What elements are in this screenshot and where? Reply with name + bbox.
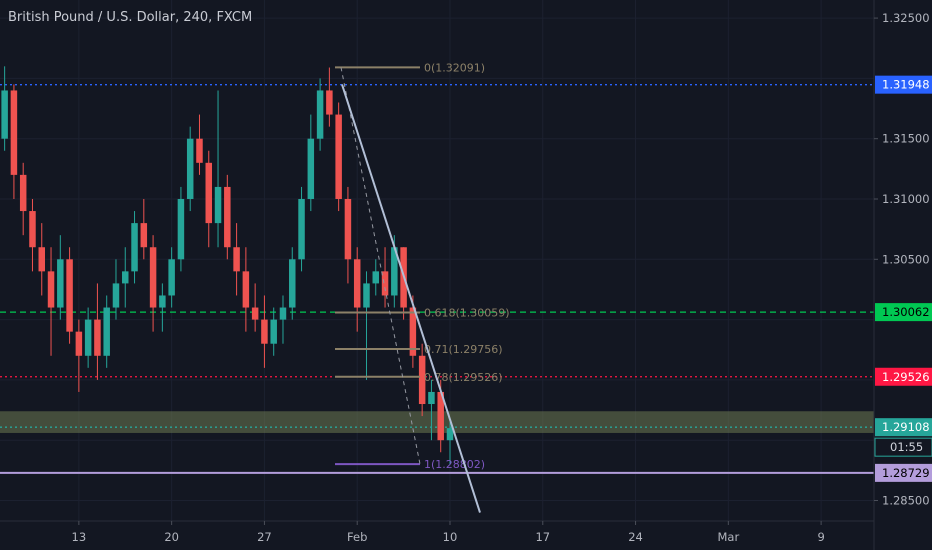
candle-body [251,307,259,320]
green-level-tag-label: 1.30062 [882,305,930,319]
candle-body [122,271,129,284]
candle-body [335,114,342,199]
candle-body [196,138,203,163]
candle-body [57,259,64,308]
candle-body [353,259,361,308]
candle-body [205,162,213,224]
candle-body [75,331,83,356]
candle-body [344,198,352,260]
candle-body [38,247,45,272]
candle-body [149,247,157,308]
candle-body [10,90,18,175]
current-price-tag-label: 1.29108 [882,420,930,434]
price-tags: 1.31948 1.30062 1.29526 1.29108 1.28729 01:55 [874,75,932,482]
candle-body [159,295,166,308]
candle-body [214,186,222,224]
candle-body [1,90,8,139]
candle-body [261,319,268,344]
chart-title: British Pound / U.S. Dollar, 240, FXCM [8,10,253,25]
time-tick-label: Feb [347,530,367,544]
countdown-tag [874,437,932,457]
current-price-tag [875,418,932,437]
candle-body [372,271,380,284]
price-tick-label: 1.32500 [882,11,930,25]
red-level-tag-label: 1.29526 [882,370,930,384]
time-tick-label: 20 [164,530,179,544]
candle-body [19,174,27,212]
candle-body [279,307,287,320]
candle-body [446,428,454,441]
trendline [341,84,481,513]
candle-body [381,271,389,296]
price-tick-label: 1.31500 [882,132,930,146]
price-tick-label: 1.28500 [882,493,930,507]
candle-body [103,307,110,356]
support-zone [0,411,874,433]
time-tick-label: 10 [443,530,458,544]
candle-body [428,391,435,405]
fib-level-label: 0.71(1.29756) [424,343,503,356]
candle-body [409,307,417,356]
candle-body [363,283,370,308]
candle-body [391,247,398,296]
candle-body [437,391,444,441]
candle-body [316,90,324,139]
candle-body [168,259,175,296]
candle-body [233,247,240,272]
zone-layer [0,411,874,433]
candle-body [224,186,231,248]
green-level-tag [875,303,932,322]
candle-body [66,259,73,332]
candle-body [270,319,277,344]
price-tick-label: 1.30500 [882,252,930,266]
candle-body [307,138,315,199]
candle-body [47,271,55,308]
lavender-level-tag-label: 1.28729 [882,466,930,480]
levels-layer [0,84,874,474]
candle-body [131,223,138,272]
time-tick-label: 24 [628,530,643,544]
time-tick-label: 9 [817,530,824,544]
candle-body [186,138,194,199]
fib-level-label: 0(1.32091) [424,61,485,74]
lavender-level-tag [875,463,932,482]
fib-level-label: 1(1.28802) [424,458,485,471]
candle-body [140,223,148,248]
blue-level-tag-label: 1.31948 [882,78,930,92]
candle-body [326,90,333,115]
fib-trend-dashed [340,67,421,465]
candle-body [418,355,426,405]
candle-body [84,319,92,356]
red-level-tag [875,367,932,386]
candle-body [177,198,185,260]
trendline-layer [341,84,481,513]
candle-body [29,211,36,248]
fib-level-label: 0.618(1.30059) [424,306,510,319]
fibonacci-layer: 0(1.32091) 0.618(1.30059) 0.71(1.29756) 0.7… [335,61,510,471]
candle-body [298,198,305,260]
blue-level-tag [875,75,932,94]
fib-level-label: 0.78(1.29526) [424,371,503,384]
candle-body [289,259,296,308]
candle-body [94,319,101,356]
price-tick-label: 1.31000 [882,192,930,206]
countdown-label: 01:55 [890,440,923,454]
candle-body [112,283,120,308]
time-tick-label: 27 [257,530,272,544]
time-tick-label: Mar [717,530,739,544]
candle-body [242,271,250,308]
time-tick-label: 13 [72,530,87,544]
time-tick-label: 17 [535,530,550,544]
